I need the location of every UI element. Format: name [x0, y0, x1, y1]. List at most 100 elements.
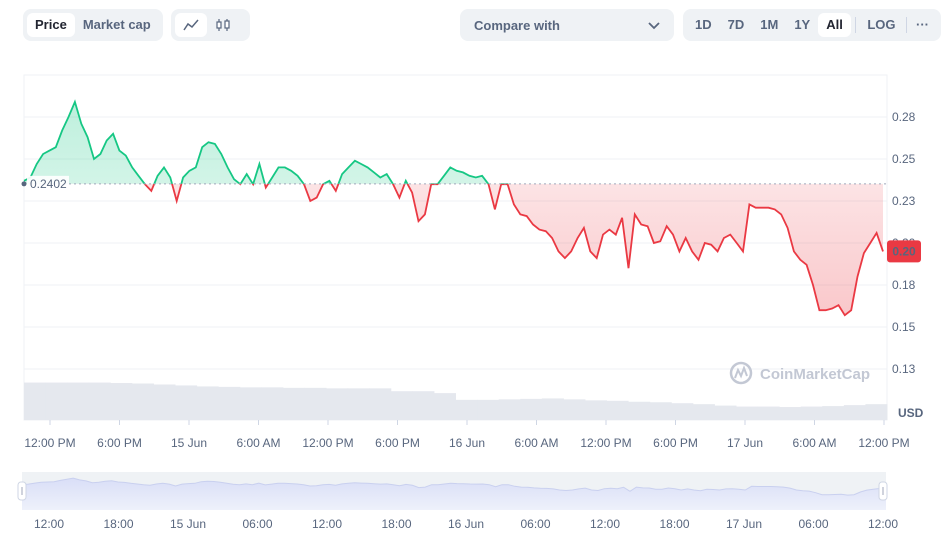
range-1y-button[interactable]: 1Y — [794, 17, 811, 32]
volume-bar — [692, 404, 715, 420]
volume-bar — [584, 400, 608, 420]
chart-toolbar: Price Market cap Compare with 1D 7D 1M 1… — [0, 9, 951, 41]
chart-type-toggle — [171, 9, 250, 41]
volume-bar — [282, 387, 305, 420]
volume-bar — [261, 387, 284, 420]
volume-bar — [714, 405, 737, 420]
y-tick-label: 0.25 — [892, 152, 916, 166]
volume-bar — [498, 399, 521, 420]
log-scale-button[interactable]: LOG — [867, 17, 896, 32]
y-tick-label: 0.18 — [892, 278, 916, 292]
line-chart-icon[interactable] — [175, 13, 207, 37]
y-tick-label: 0.28 — [892, 110, 916, 124]
y-tick-label: 0.13 — [892, 362, 916, 376]
navigator-tick-label: 15 Jun — [170, 517, 206, 531]
x-tick-label: 6:00 PM — [97, 436, 142, 450]
volume-bar — [628, 401, 651, 420]
price-line — [23, 99, 884, 317]
volume-bar — [800, 406, 823, 420]
current-price-tag — [887, 240, 921, 263]
plot-frame — [23, 74, 888, 421]
chevron-down-icon — [648, 18, 660, 33]
range-7d-button[interactable]: 7D — [727, 17, 745, 32]
range-1m-button[interactable]: 1M — [760, 17, 779, 32]
current-price-label: 0.20 — [892, 244, 916, 258]
x-tick-label: 16 Jun — [449, 436, 485, 450]
grid-lines — [23, 74, 888, 421]
compare-with-dropdown[interactable]: Compare with — [460, 9, 674, 41]
navigator-tick-label: 18:00 — [103, 517, 133, 531]
volume-bar — [390, 391, 413, 420]
more-options-button[interactable]: ··· — [915, 17, 929, 32]
volume-bar — [433, 393, 456, 420]
x-tick-label: 12:00 PM — [24, 436, 75, 450]
navigator-tick-label: 06:00 — [242, 517, 272, 531]
volume-bar — [131, 383, 154, 420]
price-marketcap-toggle: Price Market cap — [23, 9, 163, 41]
volume-bar — [326, 388, 349, 420]
volume-bar — [671, 403, 694, 420]
candlestick-icon[interactable] — [207, 13, 239, 37]
volume-bar — [735, 406, 759, 420]
volume-bar — [455, 399, 478, 420]
navigator-area — [22, 478, 886, 510]
volume-bar — [239, 387, 262, 420]
volume-bar — [412, 391, 435, 420]
volume-bar — [218, 386, 241, 420]
x-tick-label: 12:00 PM — [302, 436, 353, 450]
navigator-tick-label: 06:00 — [798, 517, 828, 531]
range-all-button[interactable]: All — [818, 13, 851, 37]
currency-label: USD — [898, 406, 924, 420]
volume-bar — [369, 388, 392, 420]
area-below-baseline — [24, 183, 883, 316]
x-tick-label: 12:00 PM — [858, 436, 909, 450]
volume-bar — [67, 382, 90, 420]
volume-bar — [347, 388, 370, 420]
volume-bar — [88, 382, 111, 420]
watermark: CoinMarketCap — [729, 361, 870, 385]
volume-bar — [110, 383, 133, 420]
coinmarketcap-logo-icon — [729, 361, 753, 385]
range-selector: 1D 7D 1M 1Y All LOG ··· — [683, 9, 941, 41]
watermark-text: CoinMarketCap — [760, 366, 870, 383]
baseline-dot — [21, 181, 27, 187]
navigator-tick-label: 16 Jun — [448, 517, 484, 531]
x-tick-label: 17 Jun — [727, 436, 763, 450]
navigator-tick-label: 18:00 — [381, 517, 411, 531]
series-line-up — [23, 99, 509, 184]
volume-bar — [175, 385, 198, 420]
volume-bar — [153, 384, 176, 420]
range-navigator[interactable]: 12:00 18:00 15 Jun 06:00 12:00 18:00 16 Jun 06:… — [17, 472, 898, 531]
navigator-line — [21, 477, 887, 496]
x-tick-label: 12:00 PM — [580, 436, 631, 450]
navigator-tick-label: 12:00 — [312, 517, 342, 531]
price-area — [24, 101, 883, 316]
price-tab[interactable]: Price — [27, 13, 75, 37]
baseline-marker: 0.2402 — [21, 175, 887, 192]
volume-bar — [865, 404, 888, 420]
volume-bar — [196, 386, 219, 420]
series-line-down — [143, 183, 884, 317]
x-tick-label: 6:00 PM — [653, 436, 698, 450]
range-1d-button[interactable]: 1D — [695, 17, 712, 32]
volume-bar — [520, 398, 543, 420]
volume-bar — [779, 407, 802, 420]
x-tick-label: 6:00 AM — [514, 436, 558, 450]
volume-bar — [822, 406, 845, 420]
navigator-tick-label: 12:00 — [590, 517, 620, 531]
volume-bar — [843, 405, 866, 420]
market-cap-tab[interactable]: Market cap — [82, 17, 151, 32]
x-tick-label: 6:00 PM — [375, 436, 420, 450]
x-tick-label: 6:00 AM — [236, 436, 280, 450]
baseline-label: 0.2402 — [30, 177, 67, 191]
volume-bar — [606, 400, 629, 420]
navigator-tick-label: 17 Jun — [726, 517, 762, 531]
y-tick-label: 0.15 — [892, 320, 916, 334]
navigator-tick-label: 12:00 — [34, 517, 64, 531]
volume-bar — [563, 399, 586, 420]
area-above-baseline — [24, 101, 489, 184]
volume-bar — [477, 399, 500, 420]
volume-bars — [24, 382, 888, 420]
